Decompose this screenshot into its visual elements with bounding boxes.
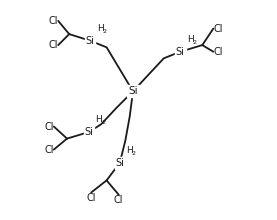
Text: Cl: Cl: [213, 24, 223, 34]
Text: H: H: [97, 24, 103, 33]
Text: Si: Si: [86, 36, 94, 46]
Text: 2: 2: [102, 29, 106, 34]
Text: 2: 2: [101, 120, 105, 125]
Text: Cl: Cl: [86, 192, 96, 202]
Text: Cl: Cl: [49, 40, 58, 50]
Text: 2: 2: [132, 151, 136, 156]
Text: H: H: [126, 146, 133, 155]
Text: Si: Si: [128, 86, 138, 96]
Text: Cl: Cl: [44, 121, 54, 132]
Text: 2: 2: [193, 40, 196, 45]
Text: Cl: Cl: [114, 195, 124, 205]
Text: Si: Si: [115, 158, 124, 168]
Text: H: H: [96, 116, 102, 124]
Text: Cl: Cl: [49, 16, 58, 26]
Text: Si: Si: [176, 47, 185, 57]
Text: Si: Si: [84, 127, 93, 137]
Text: H: H: [187, 35, 194, 44]
Text: Cl: Cl: [44, 145, 54, 155]
Text: Cl: Cl: [213, 47, 223, 57]
